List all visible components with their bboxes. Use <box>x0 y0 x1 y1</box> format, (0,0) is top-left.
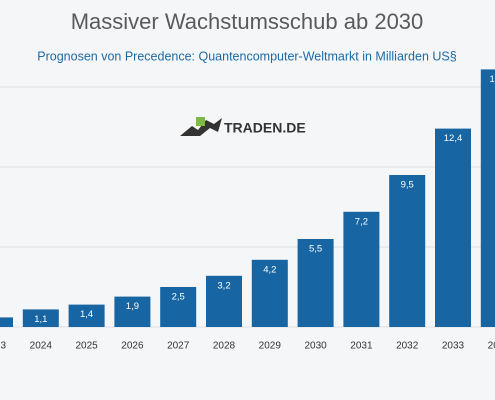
value-label: 12,4 <box>444 133 463 144</box>
x-tick-label: 2033 <box>442 341 465 352</box>
value-label: 3,2 <box>217 280 230 291</box>
bar <box>160 287 197 327</box>
plot: 2023 2024 1,1 2025 1,4 2026 1,9 2027 2,5 2028 3,2 2… <box>0 69 495 352</box>
x-tick-label: 2030 <box>304 341 327 352</box>
x-tick-label: 2032 <box>396 341 419 352</box>
value-label: 4,2 <box>263 264 276 275</box>
value-label: 1,9 <box>126 301 139 312</box>
bar <box>114 296 151 327</box>
value-label: 5,5 <box>309 244 322 255</box>
chart-subtitle: Prognosen von Precedence: Quantencompute… <box>37 49 456 63</box>
value-label: 7,2 <box>355 216 368 227</box>
logo-icon <box>180 118 222 136</box>
x-tick-label: 2029 <box>259 341 282 352</box>
bar <box>343 211 380 327</box>
bar <box>435 128 471 327</box>
logo-text: TRADEN.DE <box>224 120 306 136</box>
x-tick-label: 2026 <box>121 341 144 352</box>
bar <box>0 317 13 327</box>
logo-icon-accent <box>196 117 205 126</box>
bar <box>480 69 495 328</box>
value-label: 1,1 <box>34 314 47 325</box>
x-tick-label: 2027 <box>167 341 190 352</box>
bar <box>389 175 426 327</box>
bar <box>206 275 242 327</box>
bar <box>297 239 334 327</box>
value-label: 16,1 <box>490 74 495 85</box>
value-label: 9,5 <box>401 180 414 191</box>
value-label: 1,4 <box>80 309 93 320</box>
x-tick-label: 2028 <box>213 341 236 352</box>
bar <box>68 304 105 327</box>
x-tick-label: 2023 <box>0 341 7 352</box>
bar <box>22 309 59 327</box>
chart-title: Massiver Wachstumsschub ab 2030 <box>71 9 424 34</box>
x-tick-label: 2024 <box>30 341 53 352</box>
x-tick-label: 2031 <box>350 341 373 352</box>
value-label: 2,5 <box>172 292 185 303</box>
logo: TRADEN.DE <box>180 117 306 136</box>
bar <box>251 259 288 327</box>
x-tick-label: 2025 <box>75 341 98 352</box>
x-tick-label: 2034 <box>488 341 495 352</box>
